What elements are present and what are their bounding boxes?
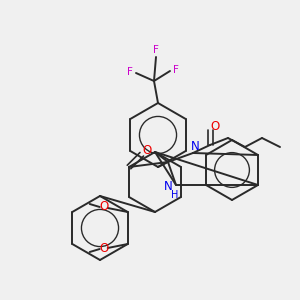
Text: O: O [210,119,220,133]
Text: F: F [153,45,159,55]
Text: N: N [190,140,200,152]
Text: O: O [99,242,108,256]
Text: O: O [99,200,108,214]
Text: H: H [171,190,179,200]
Text: F: F [173,65,179,75]
Text: O: O [142,144,152,157]
Text: N: N [164,181,172,194]
Text: F: F [127,67,133,77]
